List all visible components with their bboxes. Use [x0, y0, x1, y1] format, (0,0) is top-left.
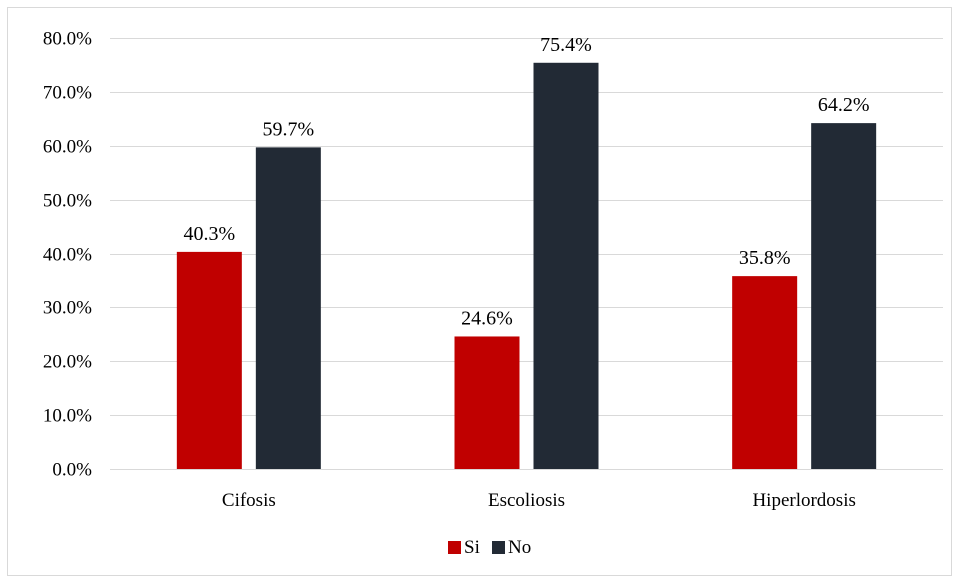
y-tick-label: 10.0%: [43, 406, 92, 427]
legend-swatch-no: [492, 541, 505, 554]
bar-no-escoliosis: [533, 62, 599, 469]
bars: [176, 62, 877, 469]
y-axis-tick-labels: 0.0% 10.0% 20.0% 30.0% 40.0% 50.0% 60.0% 70.0% 8…: [43, 29, 92, 481]
data-label: 40.3%: [183, 223, 235, 245]
data-label: 59.7%: [262, 118, 314, 140]
bar-si-cifosis: [176, 251, 242, 469]
bar-si-escoliosis: [454, 336, 520, 469]
y-tick-label: 20.0%: [43, 352, 92, 373]
legend-label-no: No: [508, 537, 531, 558]
legend-label-si: Si: [464, 537, 480, 558]
bar-no-cifosis: [255, 147, 321, 469]
data-label: 64.2%: [818, 94, 870, 116]
data-labels: 40.3% 59.7% 24.6% 75.4% 35.8% 64.2%: [183, 34, 869, 330]
legend: Si No: [448, 537, 531, 558]
bar-si-hiperlordosis: [732, 276, 798, 469]
x-tick-label: Cifosis: [222, 490, 276, 511]
y-tick-label: 80.0%: [43, 29, 92, 50]
y-tick-label: 60.0%: [43, 137, 92, 158]
y-tick-label: 30.0%: [43, 298, 92, 319]
x-tick-label: Escoliosis: [488, 490, 565, 511]
x-tick-label: Hiperlordosis: [752, 490, 855, 511]
data-label: 24.6%: [461, 307, 513, 329]
y-tick-label: 40.0%: [43, 245, 92, 266]
gridlines: [110, 38, 943, 470]
y-tick-label: 50.0%: [43, 191, 92, 212]
y-tick-label: 70.0%: [43, 83, 92, 104]
legend-swatch-si: [448, 541, 461, 554]
x-axis-tick-labels: Cifosis Escoliosis Hiperlordosis: [222, 490, 856, 511]
data-label: 75.4%: [540, 34, 592, 56]
y-tick-label: 0.0%: [52, 460, 92, 481]
bar-no-hiperlordosis: [811, 123, 877, 469]
data-label: 35.8%: [739, 247, 791, 269]
